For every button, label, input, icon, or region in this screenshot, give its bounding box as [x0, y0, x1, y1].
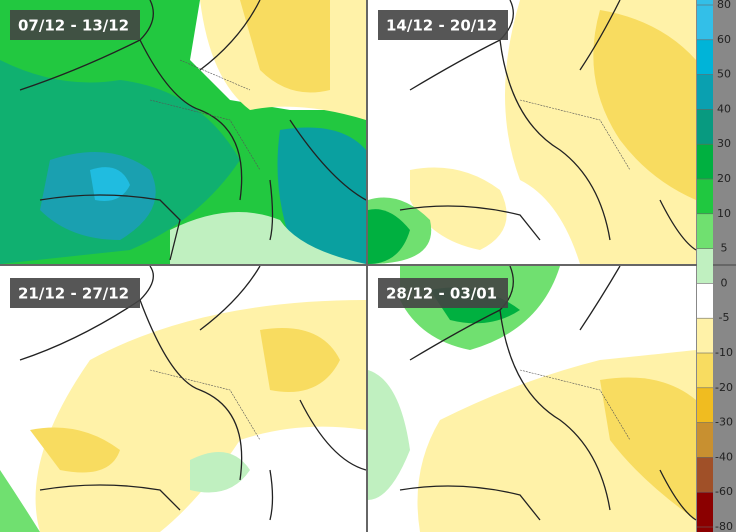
- colorbar-tick-label: 30: [717, 137, 731, 150]
- panel-label-box: [378, 10, 508, 40]
- colorbar-tick-label: -10: [715, 346, 733, 359]
- colorbar-segment: [697, 353, 713, 389]
- colorbar-tick-label: 60: [717, 33, 731, 46]
- colorbar-segment: [697, 5, 713, 41]
- colorbar-tick-label: -80: [715, 520, 733, 532]
- colorbar-segment: [697, 144, 713, 180]
- panel-label: 28/12 - 03/01: [386, 285, 497, 303]
- colorbar-tick-label: 20: [717, 172, 731, 185]
- panel-label: 14/12 - 20/12: [386, 17, 497, 35]
- panel-label: 07/12 - 13/12: [18, 17, 129, 35]
- map-panel: [0, 0, 366, 264]
- colorbar-segment: [697, 248, 713, 284]
- colorbar-tick-label: 0: [721, 276, 728, 289]
- colorbar-segment: [697, 39, 713, 76]
- colorbar-segment: [697, 492, 713, 528]
- panel-label-box: [10, 278, 140, 308]
- colorbar-segment: [697, 213, 713, 250]
- map-panel: [368, 0, 696, 264]
- colorbar-segment: [697, 318, 713, 354]
- colorbar-tick-label: 40: [717, 102, 731, 115]
- colorbar-segment: [697, 74, 713, 110]
- colorbar-segment: [697, 179, 713, 215]
- colorbar-segment: [697, 109, 713, 145]
- panel-label: 21/12 - 27/12: [18, 285, 129, 303]
- colorbar-tick-label: -20: [715, 381, 733, 394]
- colorbar-tick-label: 5: [721, 242, 728, 255]
- colorbar-tick-label: 80: [717, 0, 731, 11]
- colorbar-tick-label: -5: [719, 311, 730, 324]
- colorbar-tick-label: 50: [717, 68, 731, 81]
- panel-label-box: [378, 278, 508, 308]
- panel-label-box: [10, 10, 140, 40]
- colorbar-segment: [697, 422, 713, 458]
- colorbar-segment: [697, 387, 713, 424]
- colorbar-tick-label: 10: [717, 207, 731, 220]
- colorbar-segment: [697, 457, 713, 493]
- colorbar-end: [697, 527, 713, 532]
- colorbar-segment: [697, 283, 713, 319]
- colorbar-tick-label: -60: [715, 485, 733, 498]
- colorbar-tick-label: -40: [715, 450, 733, 463]
- colorbar-tick-label: -30: [715, 416, 733, 429]
